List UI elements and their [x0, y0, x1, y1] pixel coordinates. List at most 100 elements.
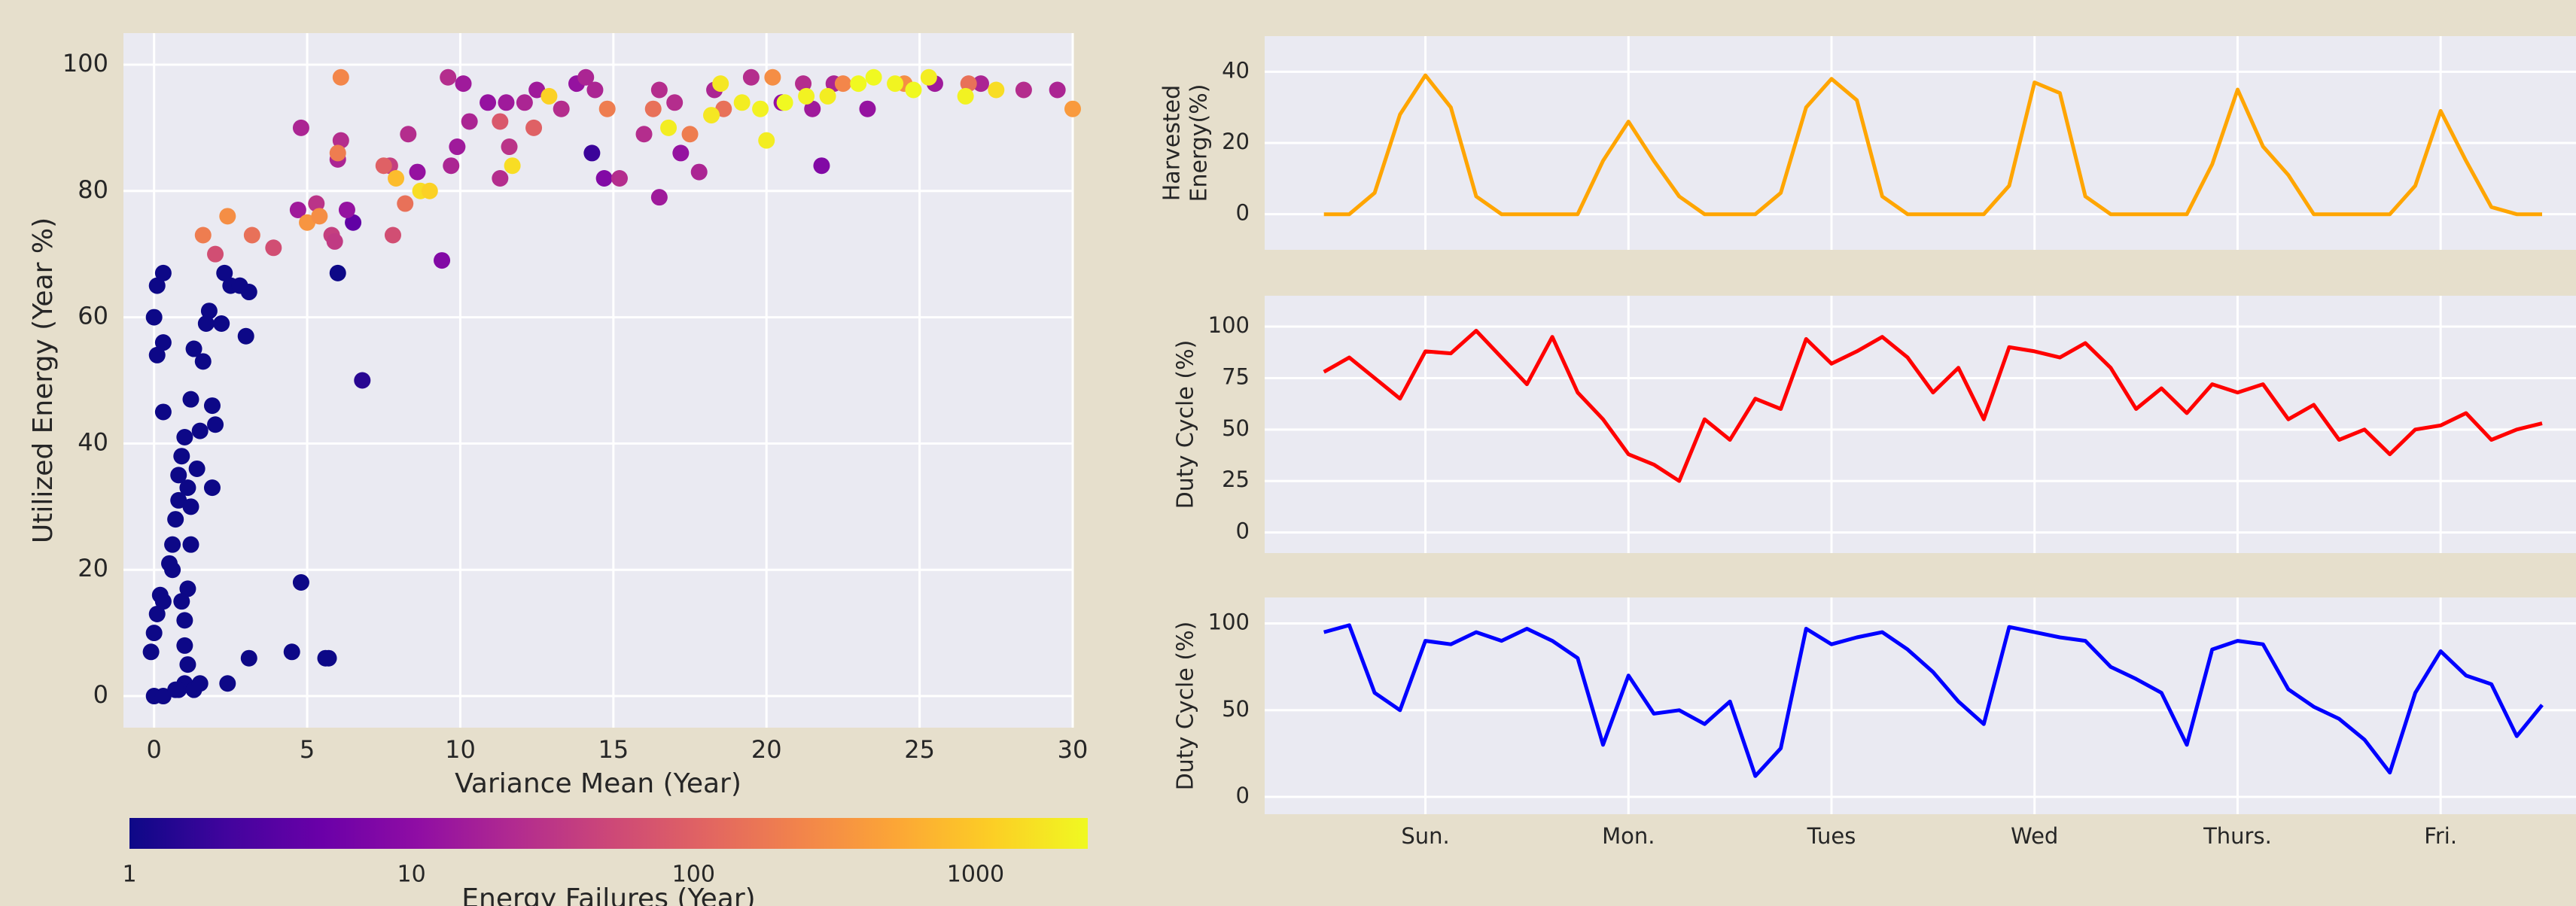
scatter-point	[375, 157, 392, 175]
scatter-point	[191, 675, 209, 692]
y-tick-label: 60	[78, 302, 108, 330]
scatter-point	[329, 144, 346, 162]
scatter-point	[354, 372, 371, 389]
scatter-point	[345, 214, 362, 231]
x-tick-label: Thurs.	[2203, 823, 2272, 849]
scatter-point	[332, 132, 349, 149]
scatter-point	[154, 403, 172, 421]
x-tick-label: 25	[904, 735, 935, 764]
scatter-point	[758, 132, 775, 149]
scatter-point	[421, 182, 438, 199]
scatter-point	[213, 315, 230, 332]
y-tick-label: 40	[78, 427, 108, 456]
scatter-point	[742, 68, 760, 86]
scatter-point	[332, 68, 349, 86]
scatter-point	[644, 100, 662, 117]
scatter-point	[219, 675, 236, 692]
y-tick-label: 20	[1222, 129, 1250, 154]
scatter-point	[237, 327, 254, 345]
scatter-point	[504, 157, 521, 175]
scatter-point	[154, 334, 172, 351]
scatter-point	[145, 309, 163, 326]
scatter-point	[1064, 100, 1081, 117]
scatter-point	[283, 643, 300, 661]
x-tick-label: Sun.	[1401, 823, 1449, 849]
scatter-point	[666, 94, 684, 111]
scatter-point	[194, 353, 212, 370]
x-tick-label: 5	[300, 735, 315, 764]
scatter-point	[752, 100, 769, 117]
scatter-point	[207, 416, 224, 433]
y-tick-label: 100	[62, 49, 108, 78]
y-tick-label: 80	[78, 175, 108, 204]
scatter-point	[154, 688, 172, 705]
scatter-point	[715, 100, 732, 117]
x-tick-label: 15	[598, 735, 629, 764]
scatter-point	[540, 87, 558, 105]
scatter-point	[480, 94, 497, 111]
scatter-point	[170, 467, 187, 484]
scatter-point	[409, 163, 426, 181]
scatter-point	[179, 656, 196, 673]
x-tick-label: 0	[146, 735, 161, 764]
scatter-point	[326, 233, 343, 250]
plot-area	[1265, 597, 2576, 814]
y-tick-label: 40	[1222, 57, 1250, 83]
scatter-point	[1015, 81, 1032, 99]
scatter-point	[185, 340, 202, 357]
scatter-point	[461, 113, 478, 130]
scatter-point	[492, 113, 509, 130]
scatter-point	[179, 580, 196, 597]
scatter-point	[191, 422, 209, 439]
scatter-point	[176, 612, 193, 629]
scatter-point	[819, 87, 836, 105]
scatter-point	[176, 637, 193, 654]
y-axis-label: Duty Cycle (%)	[1173, 622, 1199, 791]
scatter-point	[384, 226, 401, 244]
y-tick-label: 25	[1222, 467, 1250, 492]
scatter-point	[681, 126, 699, 143]
scatter-point	[553, 100, 570, 117]
y-axis-label: Harvested	[1159, 85, 1186, 201]
scatter-point	[167, 681, 184, 698]
colorbar-tick-label: 10	[397, 862, 426, 888]
scatter-point	[595, 169, 613, 187]
scatter-point	[148, 277, 166, 294]
scatter-point	[1049, 81, 1066, 99]
y-tick-label: 0	[93, 680, 108, 709]
x-tick-label: Mon.	[1602, 823, 1655, 849]
line	[1323, 73, 2542, 217]
scatter-point	[145, 625, 163, 642]
scatter-point	[203, 397, 221, 415]
scatter-point	[492, 169, 509, 187]
y-axis-label: Duty Cycle (%)	[1173, 340, 1199, 509]
scatter-point	[798, 87, 815, 105]
scatter-point	[776, 94, 793, 111]
line	[1323, 329, 2543, 483]
y-axis-label: Energy(%)	[1186, 84, 1213, 202]
x-tick-label: 20	[751, 735, 782, 764]
scatter-point	[338, 201, 355, 218]
scatter-point	[188, 460, 206, 477]
x-tick-label: Fri.	[2424, 823, 2457, 849]
scatter-point	[240, 284, 257, 301]
scatter-point	[834, 75, 851, 93]
scatter-point	[200, 303, 218, 320]
scatter-point	[957, 87, 974, 105]
scatter-point	[972, 75, 989, 93]
scatter-point	[179, 479, 196, 497]
colorbar-tick-label: 1	[122, 862, 136, 888]
scatter-point	[167, 511, 184, 528]
colorbar-tick-label: 1000	[947, 862, 1004, 888]
scatter-point	[920, 68, 937, 86]
scatter-point	[216, 264, 233, 281]
scatter-point	[176, 429, 193, 446]
colorbar	[129, 818, 1088, 849]
scatter-point	[142, 643, 160, 661]
y-tick-label: 50	[1222, 415, 1250, 441]
x-axis-label: Variance Mean (Year)	[455, 768, 741, 799]
scatter-point	[733, 94, 751, 111]
scatter-point	[170, 491, 187, 509]
scatter-point	[329, 264, 346, 281]
line	[1323, 623, 2544, 778]
